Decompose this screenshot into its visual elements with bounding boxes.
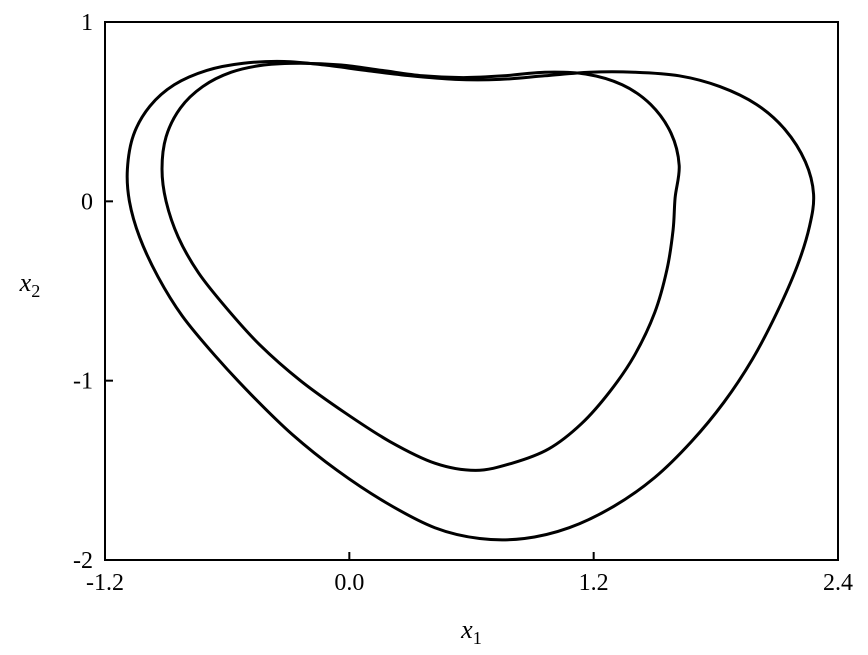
x-tick-label: 1.2 xyxy=(579,570,609,596)
y-tick-label: 1 xyxy=(81,10,93,36)
y-tick-label: -1 xyxy=(73,369,93,395)
x-tick-label: 0.0 xyxy=(334,570,364,596)
y-tick-label: -2 xyxy=(73,548,93,574)
x-tick-label: 2.4 xyxy=(823,570,853,596)
y-tick-label: 0 xyxy=(81,189,93,215)
chart-background xyxy=(0,0,868,655)
